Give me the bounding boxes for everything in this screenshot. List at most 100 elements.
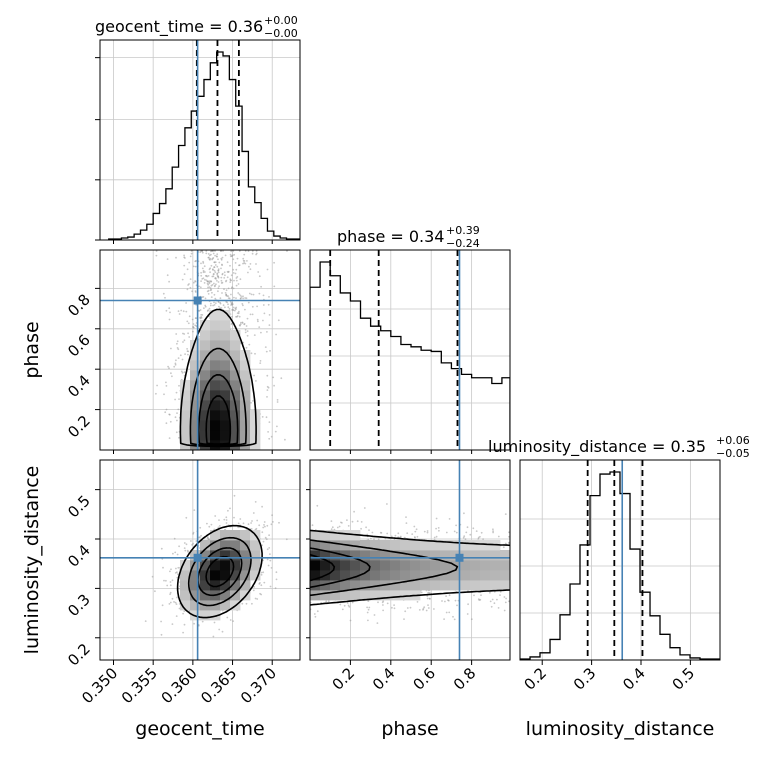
geocent-time-phase-sample bbox=[246, 260, 248, 262]
geocent-time-phase-sample bbox=[208, 282, 211, 285]
title-luminosity-distance-plus: +0.06 bbox=[716, 434, 750, 447]
geocent-time-luminosity-distance-sample bbox=[154, 590, 156, 593]
phase-luminosity-distance-sample bbox=[351, 601, 354, 604]
geocent-time-phase-density-cell bbox=[230, 370, 241, 381]
geocent-time-phase-sample bbox=[235, 308, 237, 310]
geocent-time-phase-sample bbox=[175, 431, 178, 434]
geocent-time-luminosity-distance-sample bbox=[269, 553, 271, 555]
geocent-time-phase-density-cell bbox=[190, 410, 201, 421]
geocent-time-luminosity-distance-density-cell bbox=[180, 590, 191, 601]
geocent-time-phase-sample bbox=[254, 352, 256, 355]
phase-luminosity-distance-density-cell bbox=[320, 560, 331, 571]
phase-luminosity-distance-density-cell bbox=[400, 560, 411, 571]
geocent-time-phase-sample bbox=[235, 297, 237, 299]
phase-luminosity-distance-density-cell bbox=[420, 580, 431, 591]
phase-luminosity-distance-sample bbox=[325, 600, 328, 603]
geocent-time-phase-density-cell bbox=[220, 350, 231, 361]
geocent-time-luminosity-distance-density-cell bbox=[230, 560, 241, 571]
geocent-time-phase-density-cell bbox=[180, 420, 191, 431]
geocent-time-phase-sample bbox=[265, 350, 268, 353]
geocent-time-phase-sample bbox=[176, 340, 179, 343]
geocent-time-luminosity-distance-density-cell bbox=[240, 580, 251, 591]
y-tick-label-luminosity-distance-2: 0.4 bbox=[64, 541, 94, 571]
geocent-time-phase-sample bbox=[198, 338, 201, 340]
geocent-time-luminosity-distance-sample bbox=[253, 586, 256, 588]
phase-luminosity-distance-sample bbox=[346, 602, 349, 604]
geocent-time-luminosity-distance-density-cell bbox=[230, 530, 241, 541]
geocent-time-phase-sample bbox=[234, 272, 237, 275]
phase-luminosity-distance-sample bbox=[427, 604, 429, 606]
title-phase-plus: +0.39 bbox=[446, 224, 480, 237]
geocent-time-phase-sample bbox=[234, 309, 236, 312]
phase-luminosity-distance-density-cell bbox=[400, 580, 411, 591]
geocent-time-phase-sample bbox=[284, 438, 286, 441]
phase-luminosity-distance-sample bbox=[371, 531, 374, 534]
geocent-time-phase-sample bbox=[185, 302, 188, 304]
geocent-time-phase-sample bbox=[204, 278, 206, 281]
phase-luminosity-distance-sample bbox=[349, 619, 352, 622]
geocent-time-phase-sample bbox=[194, 291, 197, 293]
geocent-time-luminosity-distance-sample bbox=[162, 566, 164, 569]
phase-luminosity-distance-density-cell bbox=[340, 560, 351, 571]
geocent-time-phase-sample bbox=[168, 307, 171, 310]
geocent-time-phase-density-cell bbox=[210, 310, 221, 321]
geocent-time-luminosity-distance-sample bbox=[200, 534, 203, 537]
geocent-time-luminosity-distance-sample bbox=[192, 533, 195, 535]
geocent-time-luminosity-distance-density-cell bbox=[190, 560, 201, 571]
geocent-time-phase-contour-1 bbox=[189, 347, 247, 447]
phase-luminosity-distance-density-cell bbox=[330, 530, 341, 541]
geocent-time-luminosity-distance-sample bbox=[285, 538, 288, 541]
geocent-time-luminosity-distance-sample bbox=[178, 587, 181, 590]
geocent-time-luminosity-distance-sample bbox=[245, 602, 248, 605]
geocent-time-phase-sample bbox=[212, 252, 215, 255]
geocent-time-phase-sample bbox=[190, 252, 193, 255]
geocent-time-luminosity-distance-density-cell bbox=[250, 570, 261, 581]
geocent-time-luminosity-distance-sample bbox=[171, 579, 174, 582]
phase-luminosity-distance-sample bbox=[497, 607, 500, 609]
geocent-time-luminosity-distance-sample bbox=[177, 573, 179, 575]
geocent-time-phase-density-cell bbox=[190, 430, 201, 441]
geocent-time-luminosity-distance-sample bbox=[262, 571, 265, 574]
phase-luminosity-distance-sample bbox=[336, 526, 339, 529]
geocent-time-phase-sample bbox=[209, 287, 212, 290]
geocent-time-luminosity-distance-sample bbox=[183, 542, 186, 544]
geocent-time-luminosity-distance-sample bbox=[229, 507, 231, 510]
phase-luminosity-distance-sample bbox=[377, 538, 380, 541]
phase-luminosity-distance-sample bbox=[491, 598, 494, 601]
geocent-time-phase-sample bbox=[204, 304, 207, 307]
geocent-time-phase-sample bbox=[226, 276, 229, 279]
phase-luminosity-distance-sample bbox=[448, 518, 451, 520]
phase-luminosity-distance-sample bbox=[482, 538, 484, 540]
geocent-time-phase-sample bbox=[176, 342, 178, 345]
geocent-time-phase-sample bbox=[222, 250, 224, 252]
geocent-time-phase-sample bbox=[180, 309, 183, 312]
panel-frame-geocent-time-geocent-time bbox=[99, 39, 301, 241]
geocent-time-luminosity-distance-sample bbox=[212, 635, 215, 638]
geocent-time-phase-sample bbox=[256, 318, 259, 321]
geocent-time-phase-sample bbox=[204, 297, 207, 300]
geocent-time-phase-sample bbox=[242, 295, 244, 298]
geocent-time-phase-sample bbox=[268, 421, 271, 423]
geocent-time-phase-sample bbox=[244, 331, 247, 334]
geocent-time-luminosity-distance-sample bbox=[178, 607, 181, 610]
phase-luminosity-distance-sample bbox=[370, 537, 372, 540]
phase-luminosity-distance-sample bbox=[365, 526, 367, 529]
geocent-time-phase-sample bbox=[199, 309, 202, 311]
phase-luminosity-distance-sample bbox=[493, 602, 496, 605]
phase-luminosity-distance-contour-0 bbox=[310, 529, 510, 606]
phase-luminosity-distance-sample bbox=[406, 532, 409, 535]
geocent-time-luminosity-distance-sample bbox=[171, 623, 174, 625]
phase-luminosity-distance-density-cell bbox=[450, 550, 461, 561]
geocent-time-luminosity-distance-sample bbox=[166, 584, 169, 587]
geocent-time-phase-sample bbox=[245, 346, 248, 349]
geocent-time-phase-sample bbox=[217, 271, 220, 274]
geocent-time-luminosity-distance-sample bbox=[165, 579, 167, 582]
geocent-time-phase-sample bbox=[168, 437, 171, 439]
geocent-time-phase-density-cell bbox=[210, 320, 221, 331]
geocent-time-phase-sample bbox=[175, 333, 178, 335]
geocent-time-phase-sample bbox=[164, 296, 166, 299]
phase-luminosity-distance-sample bbox=[382, 604, 384, 606]
phase-luminosity-distance-sample bbox=[435, 535, 438, 538]
geocent-time-phase-sample bbox=[202, 262, 205, 264]
phase-luminosity-distance-sample bbox=[356, 520, 359, 523]
